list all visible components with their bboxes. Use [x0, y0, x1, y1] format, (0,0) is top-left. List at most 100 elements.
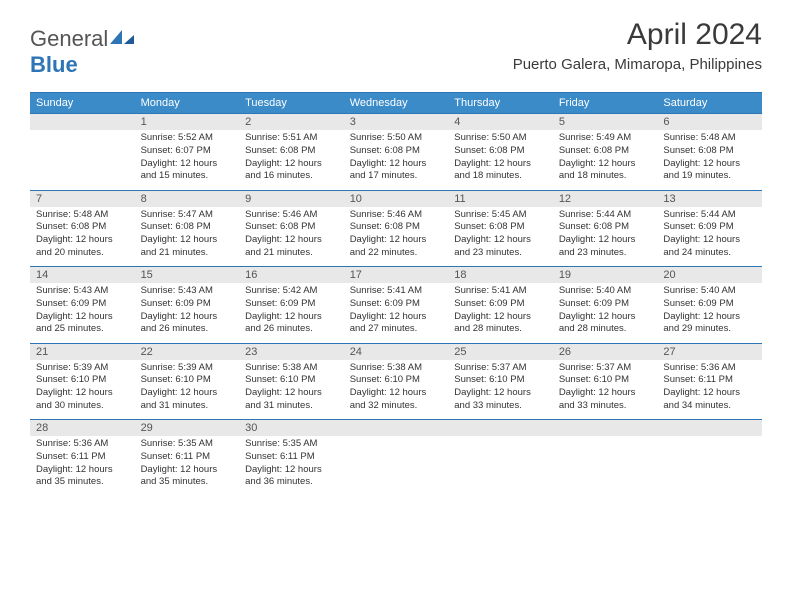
day1-text: Daylight: 12 hours	[245, 158, 338, 171]
day2-text: and 23 minutes.	[559, 247, 652, 260]
day1-text: Daylight: 12 hours	[245, 234, 338, 247]
sunset-text: Sunset: 6:11 PM	[245, 451, 338, 464]
sunset-text: Sunset: 6:10 PM	[36, 374, 129, 387]
sunrise-text: Sunrise: 5:50 AM	[350, 132, 443, 145]
sunrise-text: Sunrise: 5:36 AM	[36, 438, 129, 451]
day-cell: Sunrise: 5:41 AMSunset: 6:09 PMDaylight:…	[344, 283, 449, 343]
day-cell: Sunrise: 5:36 AMSunset: 6:11 PMDaylight:…	[30, 436, 135, 496]
sunset-text: Sunset: 6:10 PM	[454, 374, 547, 387]
day-cell: Sunrise: 5:38 AMSunset: 6:10 PMDaylight:…	[239, 360, 344, 420]
weekday-header-row: Sunday Monday Tuesday Wednesday Thursday…	[30, 93, 762, 114]
day-cell: Sunrise: 5:43 AMSunset: 6:09 PMDaylight:…	[135, 283, 240, 343]
sunrise-text: Sunrise: 5:40 AM	[663, 285, 756, 298]
day-cell: Sunrise: 5:37 AMSunset: 6:10 PMDaylight:…	[553, 360, 658, 420]
sunset-text: Sunset: 6:08 PM	[454, 221, 547, 234]
day1-text: Daylight: 12 hours	[454, 387, 547, 400]
day-cell: Sunrise: 5:52 AMSunset: 6:07 PMDaylight:…	[135, 130, 240, 190]
day1-text: Daylight: 12 hours	[350, 387, 443, 400]
sunset-text: Sunset: 6:08 PM	[350, 145, 443, 158]
sunrise-text: Sunrise: 5:37 AM	[559, 362, 652, 375]
day2-text: and 29 minutes.	[663, 323, 756, 336]
day1-text: Daylight: 12 hours	[36, 464, 129, 477]
day-cell: Sunrise: 5:42 AMSunset: 6:09 PMDaylight:…	[239, 283, 344, 343]
day-cell: Sunrise: 5:48 AMSunset: 6:08 PMDaylight:…	[30, 207, 135, 267]
day1-text: Daylight: 12 hours	[454, 311, 547, 324]
day2-text: and 21 minutes.	[141, 247, 234, 260]
day1-text: Daylight: 12 hours	[663, 158, 756, 171]
sunrise-text: Sunrise: 5:39 AM	[141, 362, 234, 375]
sunset-text: Sunset: 6:08 PM	[141, 221, 234, 234]
sunrise-text: Sunrise: 5:46 AM	[350, 209, 443, 222]
day-number: 14	[30, 267, 135, 284]
day-number: 26	[553, 343, 658, 360]
day1-text: Daylight: 12 hours	[141, 234, 234, 247]
logo-text: GeneralBlue	[30, 26, 136, 78]
sunrise-text: Sunrise: 5:49 AM	[559, 132, 652, 145]
sunset-text: Sunset: 6:09 PM	[663, 298, 756, 311]
day-number: 27	[657, 343, 762, 360]
sunrise-text: Sunrise: 5:40 AM	[559, 285, 652, 298]
day-number: 17	[344, 267, 449, 284]
sunrise-text: Sunrise: 5:48 AM	[663, 132, 756, 145]
location-text: Puerto Galera, Mimaropa, Philippines	[513, 56, 762, 73]
day1-text: Daylight: 12 hours	[559, 387, 652, 400]
day-cell	[448, 436, 553, 496]
data-row: Sunrise: 5:36 AM Sunset: 6:11 PM Daylight:…	[30, 436, 762, 496]
day1-text: Daylight: 12 hours	[36, 311, 129, 324]
sunset-text: Sunset: 6:08 PM	[559, 145, 652, 158]
day-cell: Sunrise: 5:45 AMSunset: 6:08 PMDaylight:…	[448, 207, 553, 267]
day-cell: Sunrise: 5:40 AMSunset: 6:09 PMDaylight:…	[553, 283, 658, 343]
day1-text: Daylight: 12 hours	[350, 311, 443, 324]
day-cell: Sunrise: 5:39 AMSunset: 6:10 PMDaylight:…	[135, 360, 240, 420]
day-cell: Sunrise: 5:46 AMSunset: 6:08 PMDaylight:…	[239, 207, 344, 267]
daynum-row: 21222324252627	[30, 343, 762, 360]
day-number: 25	[448, 343, 553, 360]
sunrise-text: Sunrise: 5:52 AM	[141, 132, 234, 145]
day-cell: Sunrise: 5:37 AMSunset: 6:10 PMDaylight:…	[448, 360, 553, 420]
logo-sail-icon	[108, 28, 136, 46]
sunrise-text: Sunrise: 5:37 AM	[454, 362, 547, 375]
day2-text: and 22 minutes.	[350, 247, 443, 260]
weekday-header: Thursday	[448, 93, 553, 114]
sunrise-text: Sunrise: 5:48 AM	[36, 209, 129, 222]
daynum-row: 123456	[30, 114, 762, 131]
day2-text: and 28 minutes.	[559, 323, 652, 336]
sunset-text: Sunset: 6:10 PM	[245, 374, 338, 387]
day-number: 6	[657, 114, 762, 131]
day2-text: and 17 minutes.	[350, 170, 443, 183]
day-number: 4	[448, 114, 553, 131]
day-cell: Sunrise: 5:39 AMSunset: 6:10 PMDaylight:…	[30, 360, 135, 420]
sunset-text: Sunset: 6:09 PM	[663, 221, 756, 234]
day-number: 28	[30, 420, 135, 437]
day-number	[657, 420, 762, 437]
sunset-text: Sunset: 6:08 PM	[454, 145, 547, 158]
day-number: 10	[344, 190, 449, 207]
day-cell: Sunrise: 5:51 AMSunset: 6:08 PMDaylight:…	[239, 130, 344, 190]
daynum-row: 78910111213	[30, 190, 762, 207]
day-number: 29	[135, 420, 240, 437]
weekday-header: Friday	[553, 93, 658, 114]
day1-text: Daylight: 12 hours	[350, 158, 443, 171]
day1-text: Daylight: 12 hours	[663, 234, 756, 247]
day-number: 8	[135, 190, 240, 207]
header: GeneralBlue April 2024 Puerto Galera, Mi…	[0, 0, 792, 82]
day2-text: and 21 minutes.	[245, 247, 338, 260]
day2-text: and 34 minutes.	[663, 400, 756, 413]
sunrise-text: Sunrise: 5:41 AM	[454, 285, 547, 298]
day-number: 15	[135, 267, 240, 284]
day-cell: Sunrise: 5:48 AMSunset: 6:08 PMDaylight:…	[657, 130, 762, 190]
day1-text: Daylight: 12 hours	[141, 464, 234, 477]
day1-text: Daylight: 12 hours	[559, 311, 652, 324]
day1-text: Daylight: 12 hours	[663, 387, 756, 400]
day-number	[448, 420, 553, 437]
sunset-text: Sunset: 6:08 PM	[350, 221, 443, 234]
sunset-text: Sunset: 6:08 PM	[245, 221, 338, 234]
sunrise-text: Sunrise: 5:38 AM	[350, 362, 443, 375]
day-number: 24	[344, 343, 449, 360]
day-cell: Sunrise: 5:44 AMSunset: 6:09 PMDaylight:…	[657, 207, 762, 267]
sunset-text: Sunset: 6:08 PM	[559, 221, 652, 234]
day-number: 20	[657, 267, 762, 284]
day1-text: Daylight: 12 hours	[36, 234, 129, 247]
day1-text: Daylight: 12 hours	[663, 311, 756, 324]
day-cell	[344, 436, 449, 496]
